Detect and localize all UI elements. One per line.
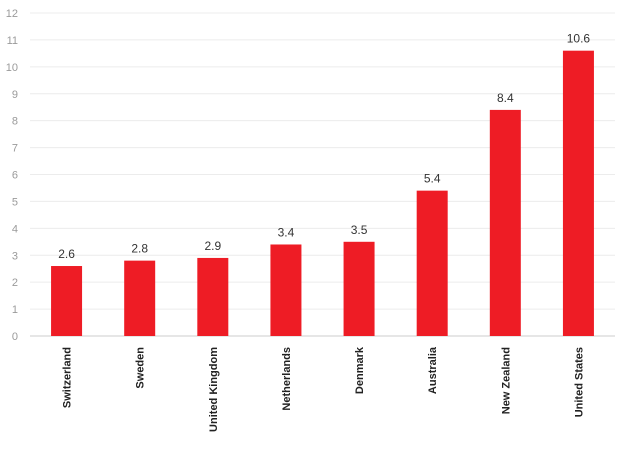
y-tick-label: 5: [12, 196, 18, 208]
y-tick-label: 10: [6, 62, 18, 74]
data-label: 8.4: [497, 91, 514, 105]
y-tick-label: 1: [12, 304, 18, 316]
bar: [197, 257, 229, 336]
y-tick-label: 6: [12, 170, 18, 182]
bar: [416, 190, 448, 336]
y-tick-label: 7: [12, 143, 18, 155]
data-label: 2.6: [58, 247, 75, 261]
x-tick-label: Denmark: [354, 346, 366, 394]
bar: [343, 241, 375, 336]
gridlines: [30, 12, 615, 337]
data-label: 5.4: [424, 172, 441, 186]
bar: [51, 266, 83, 336]
x-tick-label: Switzerland: [62, 347, 74, 408]
y-tick-label: 12: [6, 8, 18, 20]
x-tick-label: Australia: [427, 346, 439, 394]
x-tick-label: United States: [573, 347, 585, 417]
data-label: 3.4: [278, 225, 295, 239]
y-tick-label: 2: [12, 277, 18, 289]
bar: [124, 260, 156, 336]
y-tick-label: 11: [7, 35, 18, 47]
data-label: 3.5: [351, 223, 368, 237]
y-tick-label: 0: [12, 331, 18, 343]
y-tick-label: 4: [12, 223, 18, 235]
data-labels: 2.6 2.8 2.9 3.4 3.5 5.4 8.4 10.6: [58, 32, 590, 261]
x-tick-label: Netherlands: [281, 347, 293, 411]
bar: [562, 50, 594, 336]
bars: [51, 50, 594, 337]
y-tick-label: 9: [12, 89, 18, 101]
data-label: 2.8: [131, 242, 148, 256]
y-tick-label: 8: [12, 116, 18, 128]
x-tick-label: Sweden: [135, 347, 147, 389]
bar: [489, 109, 521, 337]
data-label: 2.9: [204, 239, 221, 253]
bar: [270, 244, 302, 336]
data-label: 10.6: [567, 32, 591, 46]
x-tick-label: New Zealand: [500, 347, 512, 414]
x-axis-tick-labels: Switzerland Sweden United Kingdom Netherlan…: [62, 346, 586, 432]
y-tick-label: 3: [12, 250, 18, 262]
x-tick-label: United Kingdom: [208, 347, 220, 432]
